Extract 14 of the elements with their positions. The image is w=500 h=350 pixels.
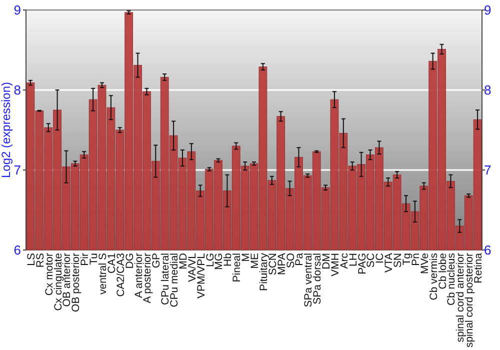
y-tick-label: 9 (14, 2, 21, 18)
y-tick-label: 6 (14, 242, 21, 258)
x-tick-label: OB posterior (70, 252, 82, 312)
x-tick-label: MVe (418, 252, 431, 274)
y2-tick-label: 9 (484, 2, 492, 18)
x-tick-label: Tg (401, 252, 413, 266)
x-tick-label: A posterior (142, 252, 154, 304)
y-axis-title: Log2 (expression) (0, 82, 13, 178)
y2-tick-label: 7 (484, 162, 492, 178)
y2-tick-label: 8 (484, 82, 492, 98)
y-tick-label: 7 (14, 162, 21, 178)
y2-tick-label: 6 (484, 242, 492, 258)
y-tick-label: 8 (14, 82, 21, 98)
x-tick-label: MPA (276, 253, 288, 275)
